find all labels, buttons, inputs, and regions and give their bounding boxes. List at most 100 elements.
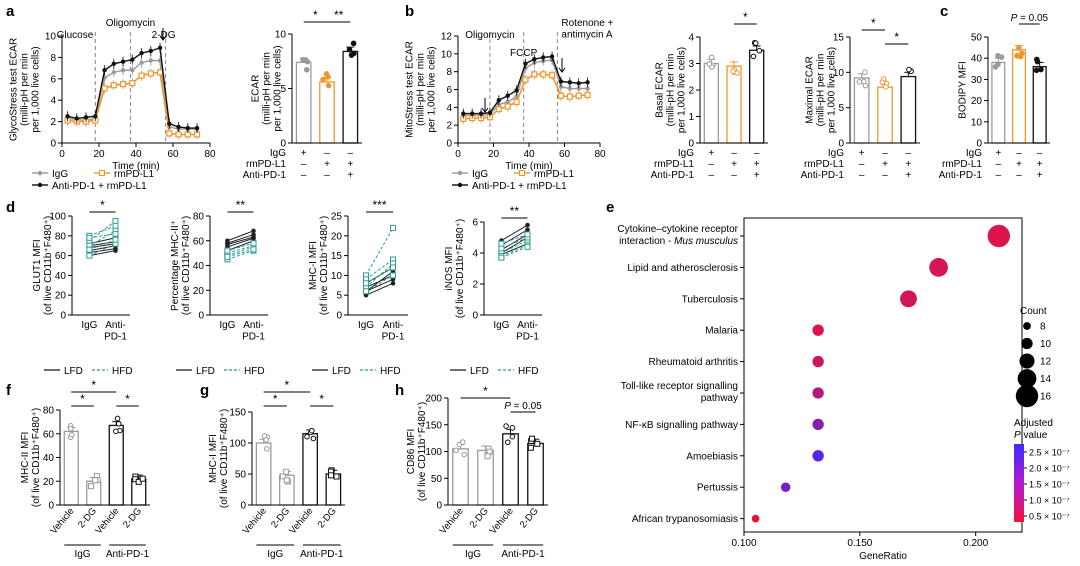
f-bar [63,430,79,506]
a2-bar [342,50,359,144]
d2-lfd-point [225,242,230,247]
c-table-row-label: IgG [966,148,982,159]
d1-x-tick-label: Anti-PD-1 [104,320,127,343]
b3-sig-label: * [894,30,899,44]
h-group-label: Anti-PD-1 [501,549,545,560]
a1-point [175,131,182,138]
d1-lfd-pair [89,248,116,254]
a2-table-cell: – [324,148,330,159]
e-legend-color-title: Adjusted [1014,418,1053,429]
c-table-cell: + [995,148,1001,159]
panel-label-a: a [6,3,15,20]
h-bar [502,433,519,506]
a1-point [111,70,117,75]
b3-table-cell: – [882,170,888,181]
g-y-tick-label: 100 [229,439,246,450]
c-table-cell: – [996,159,1002,170]
d2-hfd-pair [227,246,254,257]
e-legend-count-dot [1015,384,1039,408]
b3-point [856,79,863,85]
a1-injection-label: 2-DG [152,30,176,41]
b1-point [567,86,573,91]
d4-legend-label-lfd: LFD [470,366,489,377]
a1-point [139,60,144,65]
b1-point [495,106,502,113]
d2-hfd-pair [227,248,254,258]
b3-point [883,84,889,90]
d1-lfd-pair [89,241,116,247]
d2-sig-label: ** [236,198,246,212]
e-colorbar-label: 1.0 × 10⁻⁷ [1029,496,1070,506]
c-table-cell: – [996,170,1002,181]
a-legend-marker [99,170,105,176]
b2-bar [703,62,720,144]
a1-point [166,130,173,137]
d2-legend-label-hfd: HFD [244,366,265,377]
f-y-tick-label: 60 [43,429,55,440]
a2-y-tick-label: 5 [280,84,286,95]
b1-point [576,86,581,91]
h-y-tick-label: 150 [425,420,442,431]
b2-table-row-label: Anti-PD-1 [651,170,695,181]
a2-point [325,82,332,89]
d3-hfd-point [390,272,396,279]
d1-hfd-pair [89,220,116,242]
g-sig-label: * [273,392,278,406]
h-x-tick-label: 2-DG [468,506,491,530]
d1-y-tick-label: 80 [55,231,67,242]
a2-table-row-label: rmPD-L1 [246,159,286,170]
g-point [263,446,270,452]
g-point [263,437,269,443]
f-y-tick-label: 0 [48,501,54,512]
b1-point [540,71,547,78]
d1-hfd-point [112,230,119,237]
a1-point [147,70,154,77]
f-x-tick-label: 2-DG [121,506,144,530]
d4-hfd-pair [501,246,528,259]
b3-y-tick-label: 15 [833,33,845,44]
a2-point [320,76,326,83]
e-dot [812,324,824,336]
d3-y-label: MHC-I MFI(of live CD11b⁺F480⁺) [308,216,330,315]
g-point [304,433,310,440]
panel-label-e: e [606,199,614,216]
f-group-label: IgG [74,549,90,560]
a1-y-tick-label: 0 [50,139,56,150]
f-bar [108,424,124,506]
c-bar [991,61,1006,144]
a1-y-tick-label: 6 [50,74,56,85]
b2-table-cell: – [709,170,715,181]
e-term-label: Rheumatoid arthritis [649,357,738,368]
b1-point [549,54,555,59]
b1-injection-label: FCCP [510,48,538,59]
panel-label-g: g [200,382,209,399]
b2-table-cell: – [731,170,737,181]
a1-point [157,45,163,50]
d2-y-tick-label: 80 [193,212,205,223]
a1-point [93,114,98,119]
b1-point [514,88,519,93]
c-sig-label: P = 0.05 [1011,13,1049,24]
h-sig-label: * [483,384,488,398]
e-x-tick-label: 0.150 [847,538,872,549]
f-y-tick-label: 40 [43,453,55,464]
f-point [114,415,121,422]
d1-hfd-point [112,222,119,229]
b1-point [532,56,537,62]
b2-table-cell: + [708,148,714,159]
g-x-tick-label: 2-DG [316,506,339,530]
c-table-cell: – [1016,148,1022,159]
e-term-label: Cytokine–cytokine receptor interaction - … [617,224,738,247]
a2-table-cell: + [301,148,307,159]
e-dot [987,224,1011,248]
b1-point [576,81,581,86]
b3-table-cell: – [859,159,865,170]
e-x-label: GeneRatio [859,551,907,562]
b1-point [558,79,564,84]
d1-y-tick-label: 20 [55,291,67,302]
a1-point [129,79,136,87]
d4-lfd-point [525,222,530,228]
b1-injection-label: Rotenone + antimycin A [561,18,613,41]
d3-y-tick-label: 5 [336,291,342,302]
d2-y-label: Percentage MHC-II⁺(of live CD11b⁺F480⁺) [170,216,192,315]
